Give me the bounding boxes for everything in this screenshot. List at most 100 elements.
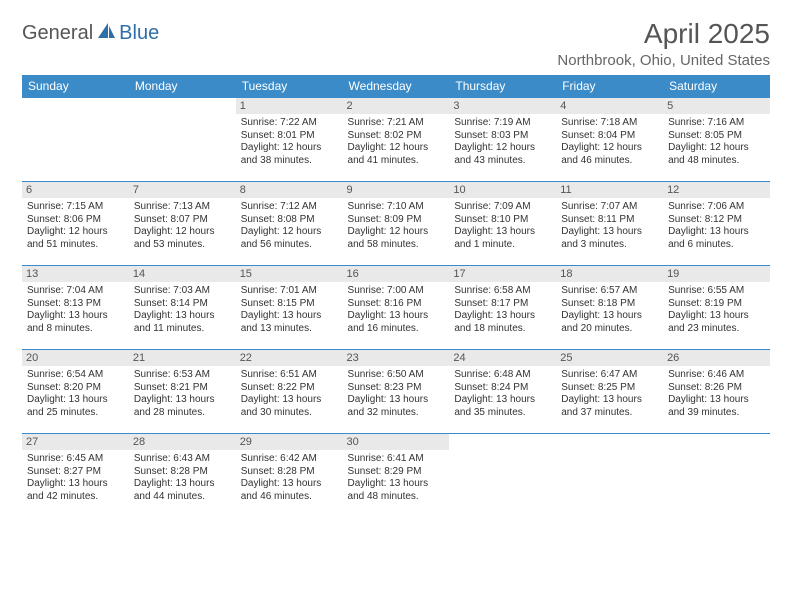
sunrise-line: Sunrise: 6:57 AM — [561, 285, 658, 298]
day-number: 9 — [343, 182, 450, 198]
day-number: 4 — [556, 98, 663, 114]
daylight-line: Daylight: 13 hours and 8 minutes. — [27, 310, 124, 335]
sunrise-line: Sunrise: 7:19 AM — [454, 117, 551, 130]
daylight-line: Daylight: 12 hours and 56 minutes. — [241, 226, 338, 251]
calendar-cell: 7Sunrise: 7:13 AMSunset: 8:07 PMDaylight… — [129, 182, 236, 266]
day-number: 19 — [663, 266, 770, 282]
weekday-header: Saturday — [663, 75, 770, 98]
sunset-line: Sunset: 8:28 PM — [241, 466, 338, 479]
daylight-line: Daylight: 13 hours and 16 minutes. — [348, 310, 445, 335]
day-number: 15 — [236, 266, 343, 282]
day-number: 27 — [22, 434, 129, 450]
weekday-header: Thursday — [449, 75, 556, 98]
daylight-line: Daylight: 13 hours and 1 minute. — [454, 226, 551, 251]
calendar-cell: . — [663, 434, 770, 518]
daylight-line: Daylight: 13 hours and 11 minutes. — [134, 310, 231, 335]
calendar-cell: 16Sunrise: 7:00 AMSunset: 8:16 PMDayligh… — [343, 266, 450, 350]
day-number: 13 — [22, 266, 129, 282]
sunset-line: Sunset: 8:29 PM — [348, 466, 445, 479]
daylight-line: Daylight: 13 hours and 35 minutes. — [454, 394, 551, 419]
sunrise-line: Sunrise: 7:12 AM — [241, 201, 338, 214]
daylight-line: Daylight: 12 hours and 58 minutes. — [348, 226, 445, 251]
calendar-cell: 23Sunrise: 6:50 AMSunset: 8:23 PMDayligh… — [343, 350, 450, 434]
day-number: 24 — [449, 350, 556, 366]
sunset-line: Sunset: 8:17 PM — [454, 298, 551, 311]
sunset-line: Sunset: 8:13 PM — [27, 298, 124, 311]
day-number: 8 — [236, 182, 343, 198]
daylight-line: Daylight: 12 hours and 41 minutes. — [348, 142, 445, 167]
sunset-line: Sunset: 8:23 PM — [348, 382, 445, 395]
calendar-cell: 1Sunrise: 7:22 AMSunset: 8:01 PMDaylight… — [236, 98, 343, 182]
sunrise-line: Sunrise: 6:50 AM — [348, 369, 445, 382]
sunrise-line: Sunrise: 7:13 AM — [134, 201, 231, 214]
sunset-line: Sunset: 8:11 PM — [561, 214, 658, 227]
day-number: 22 — [236, 350, 343, 366]
sunset-line: Sunset: 8:08 PM — [241, 214, 338, 227]
calendar-cell: 17Sunrise: 6:58 AMSunset: 8:17 PMDayligh… — [449, 266, 556, 350]
sunset-line: Sunset: 8:04 PM — [561, 130, 658, 143]
day-number: 28 — [129, 434, 236, 450]
calendar-cell: 13 Sunrise: 7:04 AMSunset: 8:13 PMDayligh… — [22, 266, 129, 350]
day-number: 29 — [236, 434, 343, 450]
sunset-line: Sunset: 8:14 PM — [134, 298, 231, 311]
sunrise-line: Sunrise: 7:04 AM — [27, 285, 124, 298]
sunrise-line: Sunrise: 6:53 AM — [134, 369, 231, 382]
calendar-row: 13Sunrise: 7:04 AMSunset: 8:13 PMDayligh… — [22, 266, 770, 350]
calendar-cell: 12Sunrise: 7:06 AMSunset: 8:12 PMDayligh… — [663, 182, 770, 266]
location-subtitle: Northbrook, Ohio, United States — [557, 52, 770, 69]
calendar-cell: 2Sunrise: 7:21 AMSunset: 8:02 PMDaylight… — [343, 98, 450, 182]
calendar-cell: . — [556, 434, 663, 518]
sunset-line: Sunset: 8:16 PM — [348, 298, 445, 311]
sunrise-line: Sunrise: 6:51 AM — [241, 369, 338, 382]
sunrise-line: Sunrise: 7:00 AM — [348, 285, 445, 298]
day-number: 23 — [343, 350, 450, 366]
day-number: 21 — [129, 350, 236, 366]
calendar-cell: 3Sunrise: 7:19 AMSunset: 8:03 PMDaylight… — [449, 98, 556, 182]
daylight-line: Daylight: 13 hours and 20 minutes. — [561, 310, 658, 335]
daylight-line: Daylight: 13 hours and 42 minutes. — [27, 478, 124, 503]
sunset-line: Sunset: 8:01 PM — [241, 130, 338, 143]
calendar-cell: 21Sunrise: 6:53 AMSunset: 8:21 PMDayligh… — [129, 350, 236, 434]
sunrise-line: Sunrise: 6:42 AM — [241, 453, 338, 466]
sunrise-line: Sunrise: 6:45 AM — [27, 453, 124, 466]
day-number: 1 — [236, 98, 343, 114]
calendar-cell: 9Sunrise: 7:10 AMSunset: 8:09 PMDaylight… — [343, 182, 450, 266]
calendar-row: 27Sunrise: 6:45 AMSunset: 8:27 PMDayligh… — [22, 434, 770, 518]
daylight-line: Daylight: 13 hours and 13 minutes. — [241, 310, 338, 335]
brand-text-1: General — [22, 22, 93, 45]
daylight-line: Daylight: 13 hours and 48 minutes. — [348, 478, 445, 503]
calendar-cell: 15Sunrise: 7:01 AMSunset: 8:15 PMDayligh… — [236, 266, 343, 350]
calendar-cell: 28Sunrise: 6:43 AMSunset: 8:28 PMDayligh… — [129, 434, 236, 518]
sunset-line: Sunset: 8:27 PM — [27, 466, 124, 479]
daylight-line: Daylight: 13 hours and 25 minutes. — [27, 394, 124, 419]
calendar-row: ..1Sunrise: 7:22 AMSunset: 8:01 PMDaylig… — [22, 98, 770, 182]
sunset-line: Sunset: 8:18 PM — [561, 298, 658, 311]
day-number: 11 — [556, 182, 663, 198]
weekday-header: Wednesday — [343, 75, 450, 98]
calendar-cell: . — [449, 434, 556, 518]
weekday-header-row: Sunday Monday Tuesday Wednesday Thursday… — [22, 75, 770, 98]
calendar-cell: 20Sunrise: 6:54 AMSunset: 8:20 PMDayligh… — [22, 350, 129, 434]
day-number: 5 — [663, 98, 770, 114]
daylight-line: Daylight: 13 hours and 37 minutes. — [561, 394, 658, 419]
calendar-cell: 4Sunrise: 7:18 AMSunset: 8:04 PMDaylight… — [556, 98, 663, 182]
calendar-cell: 10Sunrise: 7:09 AMSunset: 8:10 PMDayligh… — [449, 182, 556, 266]
calendar-row: 6Sunrise: 7:15 AMSunset: 8:06 PMDaylight… — [22, 182, 770, 266]
daylight-line: Daylight: 13 hours and 30 minutes. — [241, 394, 338, 419]
calendar-cell: . — [129, 98, 236, 182]
day-number: 18 — [556, 266, 663, 282]
sunset-line: Sunset: 8:20 PM — [27, 382, 124, 395]
sunset-line: Sunset: 8:24 PM — [454, 382, 551, 395]
sunset-line: Sunset: 8:19 PM — [668, 298, 765, 311]
sunset-line: Sunset: 8:25 PM — [561, 382, 658, 395]
day-number: 12 — [663, 182, 770, 198]
sunrise-line: Sunrise: 6:58 AM — [454, 285, 551, 298]
sunrise-line: Sunrise: 6:46 AM — [668, 369, 765, 382]
calendar-cell: 6Sunrise: 7:15 AMSunset: 8:06 PMDaylight… — [22, 182, 129, 266]
sunrise-line: Sunrise: 6:47 AM — [561, 369, 658, 382]
calendar-cell: 24Sunrise: 6:48 AMSunset: 8:24 PMDayligh… — [449, 350, 556, 434]
daylight-line: Daylight: 13 hours and 23 minutes. — [668, 310, 765, 335]
calendar-cell: . — [22, 98, 129, 182]
sunrise-line: Sunrise: 6:41 AM — [348, 453, 445, 466]
calendar-row: 20Sunrise: 6:54 AMSunset: 8:20 PMDayligh… — [22, 350, 770, 434]
